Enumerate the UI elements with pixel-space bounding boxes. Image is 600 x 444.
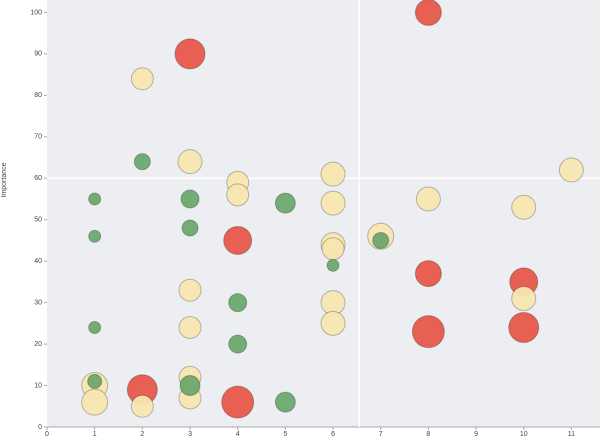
x-tick-label: 10 <box>520 431 528 438</box>
x-tick-label: 6 <box>331 431 335 438</box>
bubble <box>178 278 202 302</box>
x-tick-label: 7 <box>379 431 383 438</box>
bubble <box>415 186 441 212</box>
bubble <box>326 258 340 272</box>
bubble <box>274 391 296 413</box>
bubble <box>274 192 296 214</box>
bubble <box>511 194 537 220</box>
bubble <box>88 192 102 206</box>
bubble <box>221 385 255 419</box>
bubble <box>88 229 102 243</box>
y-tick-label: 0 <box>38 424 42 431</box>
bubble <box>223 225 253 255</box>
y-axis-label: Importance <box>1 162 8 197</box>
bubble <box>320 190 346 216</box>
bubble <box>180 189 200 209</box>
y-tick-label: 70 <box>34 134 42 141</box>
x-tick-label: 11 <box>568 431 575 438</box>
bubble <box>558 157 584 183</box>
bubble <box>130 67 154 91</box>
bubble <box>178 316 202 340</box>
bubble <box>414 260 442 288</box>
bubble <box>88 321 102 335</box>
bubble <box>81 388 109 416</box>
y-tick-label: 80 <box>34 92 42 99</box>
bubble <box>177 149 203 175</box>
y-tick-label: 20 <box>34 341 42 348</box>
bubble <box>411 315 445 349</box>
bubble <box>321 237 345 261</box>
bubble <box>181 219 199 237</box>
y-tick-label: 40 <box>34 258 42 265</box>
bubble <box>372 231 390 249</box>
y-tick-label: 10 <box>34 382 42 389</box>
bubble <box>226 183 250 207</box>
y-tick-label: 50 <box>34 217 42 224</box>
x-tick-label: 3 <box>188 431 192 438</box>
x-tick-label: 2 <box>140 431 144 438</box>
bubble <box>320 310 346 336</box>
y-tick-label: 90 <box>34 51 42 58</box>
bubble <box>133 153 151 171</box>
x-tick-label: 1 <box>93 431 97 438</box>
bubble <box>511 285 537 311</box>
bubble <box>228 293 248 313</box>
bubble <box>508 312 540 344</box>
bubble <box>87 373 103 389</box>
bubble <box>414 0 442 26</box>
bubble <box>228 334 248 354</box>
bubble <box>130 394 154 418</box>
y-tick-label: 60 <box>34 175 42 182</box>
y-tick-label: 100 <box>30 9 42 16</box>
bubble <box>320 161 346 187</box>
x-tick-label: 0 <box>45 431 49 438</box>
x-tick-label: 4 <box>236 431 240 438</box>
bubble <box>174 38 206 70</box>
x-tick-label: 9 <box>474 431 478 438</box>
bubble <box>179 375 201 397</box>
x-tick-label: 5 <box>283 431 287 438</box>
y-tick-label: 30 <box>34 299 42 306</box>
x-tick-label: 8 <box>426 431 430 438</box>
